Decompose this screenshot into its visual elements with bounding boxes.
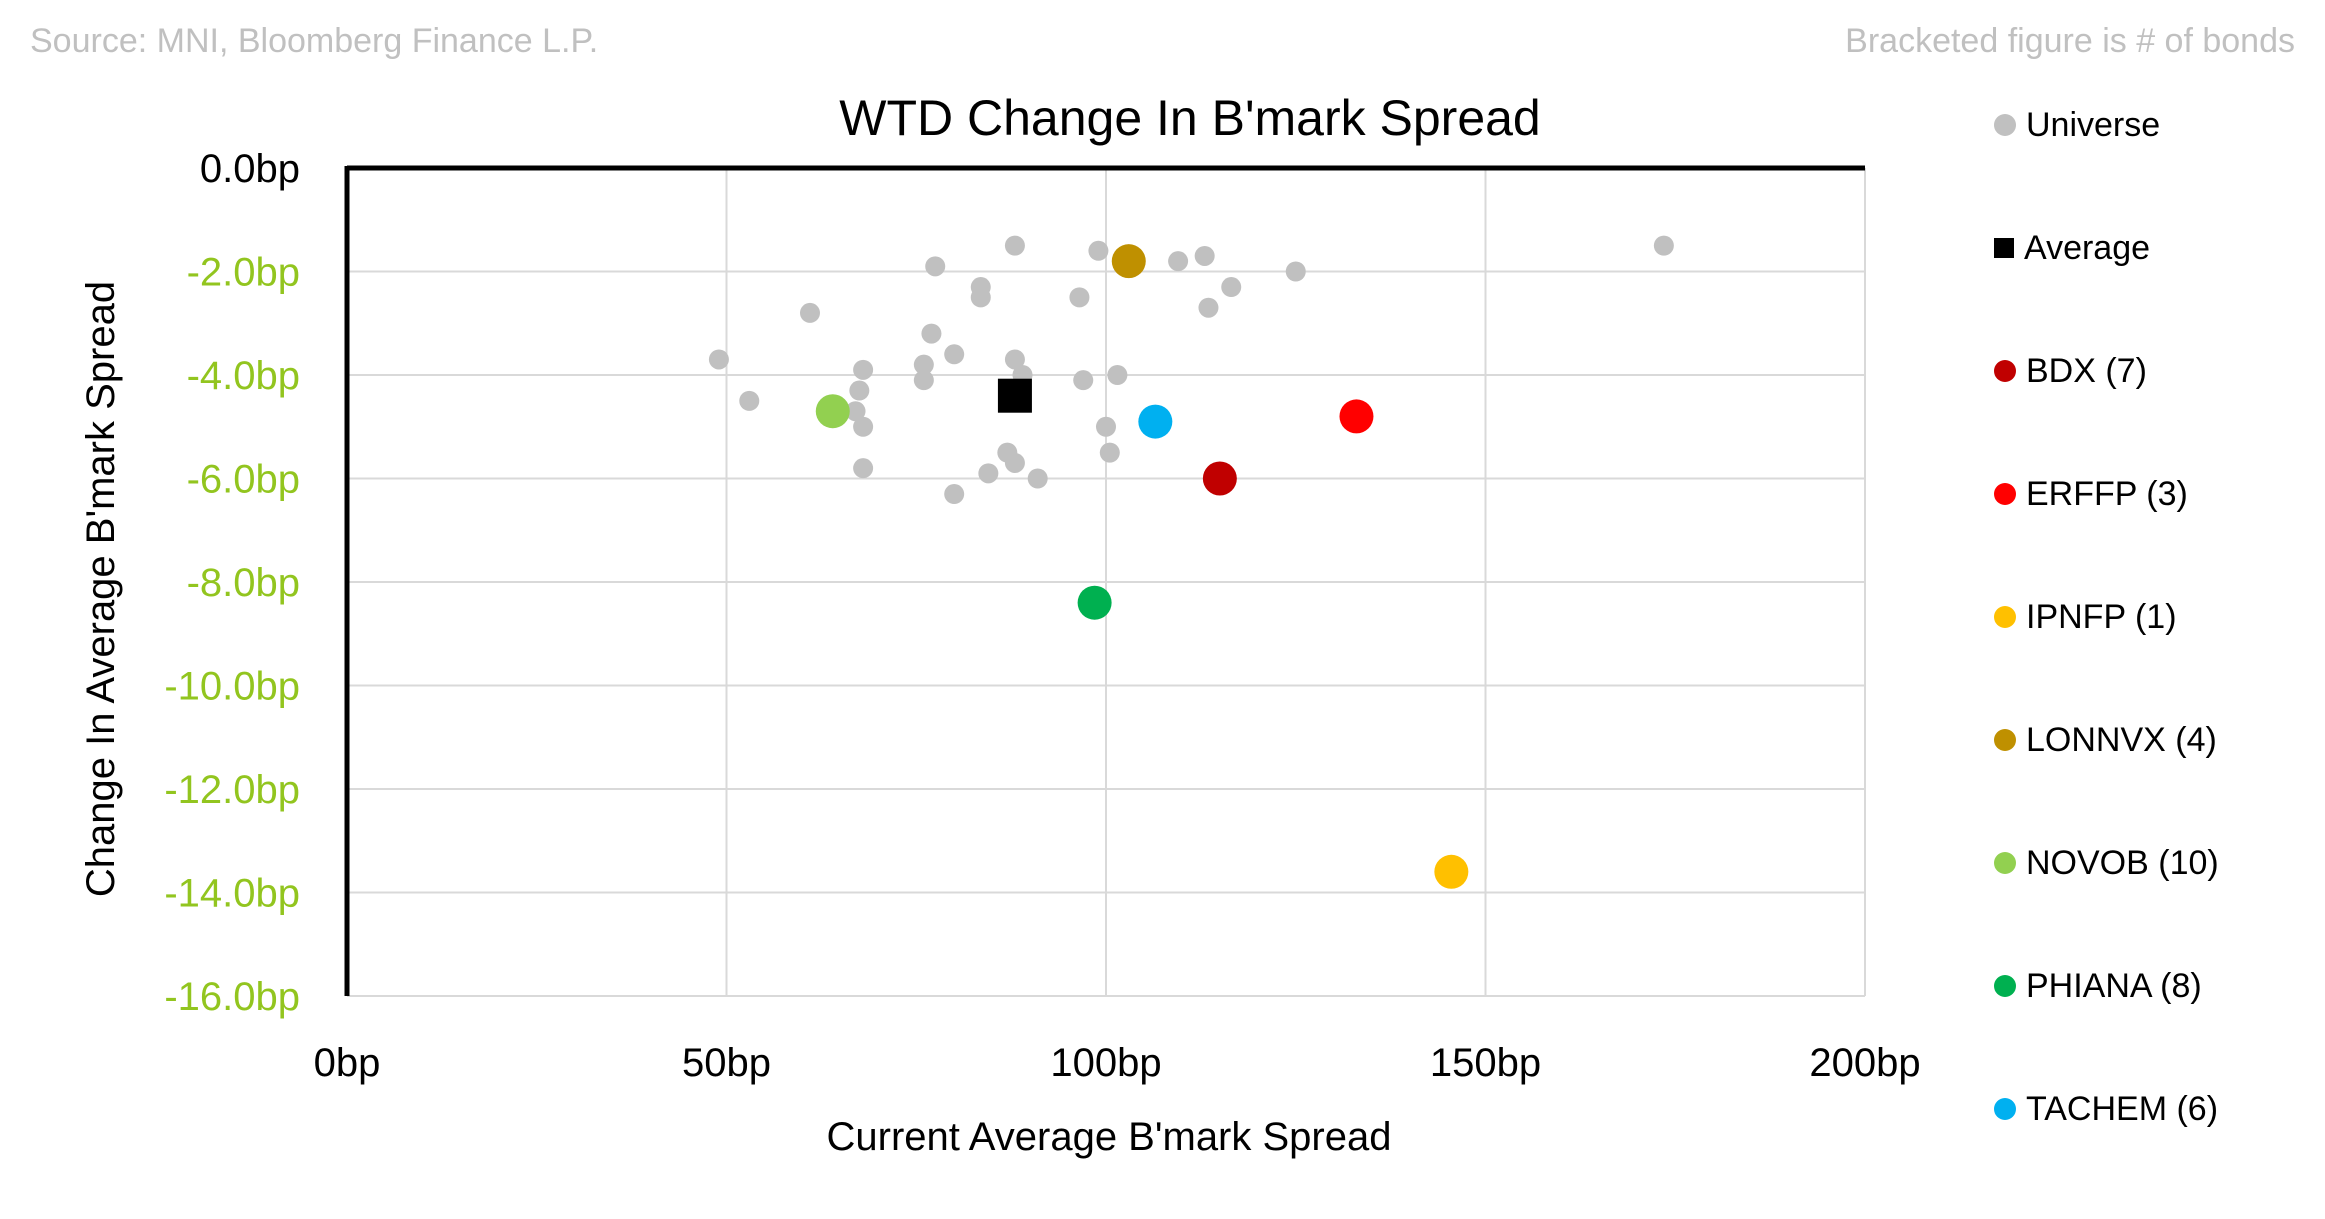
legend-label: BDX (7): [2026, 351, 2147, 390]
x-tick-label: 150bp: [1430, 1041, 1541, 1085]
legend-label: IPNFP (1): [2026, 597, 2177, 636]
legend-marker: [1994, 1098, 2016, 1120]
universe-point: [708, 349, 729, 370]
x-tick-label: 200bp: [1809, 1041, 1920, 1085]
tachem-point: [1138, 404, 1173, 439]
universe-point: [1221, 277, 1242, 298]
legend-marker: [1994, 360, 2016, 382]
legend-item-average: Average: [1994, 223, 2150, 273]
legend-marker: [1994, 114, 2016, 136]
legend-item-novob: NOVOB (10): [1994, 838, 2219, 888]
phiana-point: [1077, 585, 1112, 620]
legend-item-bdx: BDX (7): [1994, 346, 2147, 396]
legend-item-universe: Universe: [1994, 100, 2160, 150]
universe-point: [1107, 365, 1128, 385]
legend-label: NOVOB (10): [2026, 843, 2219, 882]
legend-marker: [1994, 606, 2016, 628]
universe-point: [1027, 468, 1048, 489]
source-note: Source: MNI, Bloomberg Finance L.P.: [30, 22, 599, 60]
universe-point: [845, 401, 866, 422]
universe-point: [853, 359, 874, 380]
x-tick-label: 0bp: [314, 1041, 381, 1085]
universe-point: [1088, 240, 1109, 261]
universe-point: [921, 323, 942, 344]
grid-lines: [347, 168, 1866, 997]
universe-point: [944, 484, 965, 505]
legend-marker: [1994, 238, 2014, 258]
universe-point: [913, 370, 934, 391]
y-tick-label: 0.0bp: [200, 147, 300, 191]
universe-point: [913, 354, 934, 375]
y-tick-label: -16.0bp: [164, 975, 300, 1019]
novob-point: [815, 394, 850, 429]
universe-point: [970, 287, 991, 308]
universe-point: [853, 458, 874, 479]
universe-point: [1004, 349, 1025, 370]
x-tick-label: 50bp: [682, 1041, 771, 1085]
universe-point: [1168, 251, 1189, 272]
legend-label: LONNVX (4): [2026, 720, 2217, 759]
y-axis-ticks: 0.0bp -2.0bp -4.0bp -6.0bp -8.0bp -10.0bp -12.…: [164, 147, 300, 1019]
y-tick-label: -4.0bp: [187, 354, 300, 398]
legend-label: ERFFP (3): [2026, 474, 2188, 513]
legend-item-erffp: ERFFP (3): [1994, 469, 2188, 519]
legend-item-tachem: TACHEM (6): [1994, 1084, 2218, 1134]
data-points: [708, 235, 1674, 889]
universe-point: [739, 390, 760, 411]
legend-label: PHIANA (8): [2026, 966, 2202, 1005]
average-point: [997, 378, 1032, 413]
chart-title: WTD Change In B'mark Spread: [839, 90, 1541, 146]
bdx-point: [1202, 461, 1237, 496]
legend-item-ipnfp: IPNFP (1): [1994, 592, 2177, 642]
universe-point: [1285, 261, 1306, 282]
universe-point: [1198, 297, 1219, 318]
legend-label: Universe: [2026, 105, 2161, 144]
universe-point: [1194, 245, 1215, 266]
legend-item-lonnvx: LONNVX (4): [1994, 715, 2217, 765]
universe-point: [944, 344, 965, 365]
y-tick-label: -6.0bp: [187, 458, 300, 502]
erffp-point: [1339, 399, 1374, 434]
legend-marker: [1994, 483, 2016, 505]
y-axis-label: Change In Average B'mark Spread: [79, 281, 123, 897]
universe-point: [925, 256, 946, 277]
legend-label: TACHEM (6): [2026, 1089, 2219, 1128]
y-tick-label: -2.0bp: [187, 251, 300, 295]
universe-point: [1096, 416, 1116, 437]
y-tick-label: -10.0bp: [164, 665, 300, 709]
legend-item-phiana: PHIANA (8): [1994, 961, 2202, 1011]
legend-marker: [1994, 852, 2016, 874]
universe-point: [799, 302, 820, 323]
x-tick-label: 100bp: [1050, 1041, 1161, 1085]
universe-point: [1069, 287, 1090, 308]
universe-point: [1653, 235, 1674, 256]
universe-point: [1004, 452, 1025, 473]
universe-point: [853, 416, 874, 437]
universe-point: [1099, 442, 1120, 463]
y-tick-label: -8.0bp: [187, 561, 300, 605]
bracket-note: Bracketed figure is # of bonds: [1845, 22, 2295, 60]
y-tick-label: -14.0bp: [164, 872, 300, 916]
legend-label: Average: [2024, 228, 2151, 267]
lonnvx-point: [1111, 244, 1146, 279]
x-axis-ticks: 0bp 50bp 100bp 150bp 200bp: [314, 1041, 1921, 1085]
legend-marker: [1994, 729, 2016, 751]
legend-marker: [1994, 975, 2016, 997]
universe-point: [978, 463, 999, 484]
x-axis-label: Current Average B'mark Spread: [827, 1115, 1392, 1159]
universe-point: [1004, 235, 1025, 256]
universe-point: [1073, 370, 1094, 391]
y-tick-label: -12.0bp: [164, 768, 300, 812]
ipnfp-point: [1434, 854, 1469, 889]
universe-point: [849, 380, 870, 401]
axes: [344, 165, 1865, 996]
